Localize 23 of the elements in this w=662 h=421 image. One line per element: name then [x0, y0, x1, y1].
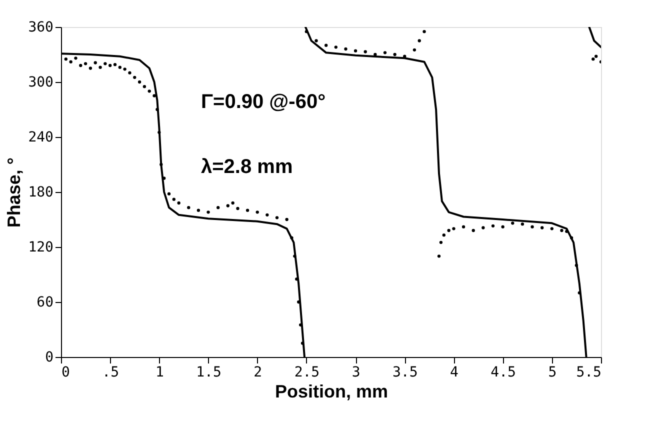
annotation: Γ=0.90 @-60°: [201, 91, 326, 113]
x-tick-label: 2: [254, 364, 262, 380]
y-tick-label: 180: [28, 184, 54, 200]
x-tick-label: 3: [352, 364, 360, 380]
y-tick-label: 0: [45, 350, 54, 366]
x-tick-label: 4: [450, 364, 458, 380]
annotation: λ=2.8 mm: [201, 156, 293, 178]
x-tick-label: 0: [62, 364, 70, 380]
y-tick-label: 60: [36, 294, 54, 310]
x-tick-label: .5: [102, 364, 120, 380]
x-tick-label: 5.5: [576, 364, 602, 380]
x-tick-label: 1: [155, 364, 164, 380]
x-tick-label: 5: [548, 364, 557, 380]
y-tick-label: 360: [28, 20, 54, 36]
y-tick-label: 300: [28, 74, 54, 90]
y-tick-label: 240: [28, 130, 54, 146]
y-axis-title: Phase, °: [4, 157, 24, 228]
y-tick-label: 120: [28, 240, 54, 256]
x-tick-label: 2.5: [294, 364, 320, 380]
x-axis-title: Position, mm: [274, 382, 388, 402]
x-tick-label: 4.5: [490, 364, 516, 380]
x-tick-label: 3.5: [392, 364, 418, 380]
x-tick-label: 1.5: [196, 364, 222, 380]
